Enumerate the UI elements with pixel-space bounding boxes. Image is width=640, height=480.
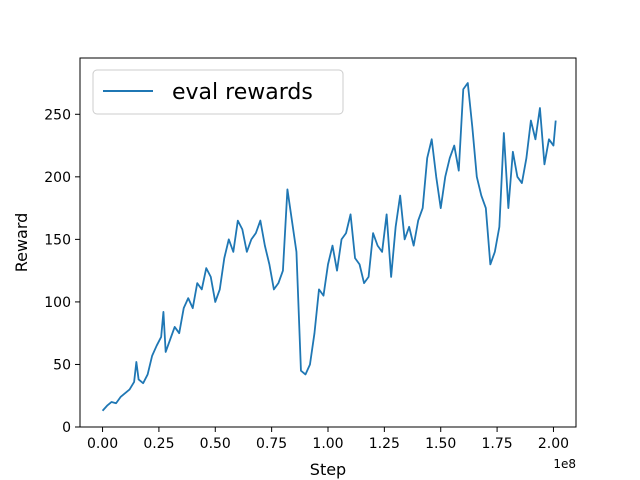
x-tick-label: 1.50: [425, 436, 456, 452]
x-tick-label: 1.75: [482, 436, 513, 452]
legend-label: eval rewards: [172, 80, 313, 105]
x-tick-label: 1.00: [312, 436, 343, 452]
x-tick-label: 0.00: [87, 436, 118, 452]
y-axis-ticks: 0 50 100 150 200 250: [44, 107, 80, 436]
y-tick-label: 100: [44, 295, 71, 311]
y-tick-label: 250: [44, 107, 71, 123]
x-tick-label: 2.00: [538, 436, 569, 452]
plot-area: [80, 58, 576, 427]
x-tick-label: 1.25: [369, 436, 400, 452]
legend-box: [92, 69, 344, 115]
x-axis-offset-label: 1e8: [553, 457, 576, 471]
y-tick-label: 200: [44, 170, 71, 186]
y-tick-label: 50: [53, 357, 71, 373]
x-tick-label: 0.25: [143, 436, 174, 452]
legend: eval rewards: [92, 69, 344, 115]
x-tick-label: 0.75: [256, 436, 287, 452]
x-axis-ticks: 0.00 0.25 0.50 0.75 1.00 1.25 1.50 1.75 2.00: [87, 427, 569, 452]
x-axis-label: Step: [310, 460, 346, 479]
series-layer: [101, 82, 557, 412]
x-tick-label: 0.50: [200, 436, 231, 452]
y-axis-label: Reward: [12, 213, 31, 273]
series-line-0: [101, 82, 557, 412]
y-tick-label: 0: [62, 420, 71, 436]
y-tick-label: 150: [44, 232, 71, 248]
